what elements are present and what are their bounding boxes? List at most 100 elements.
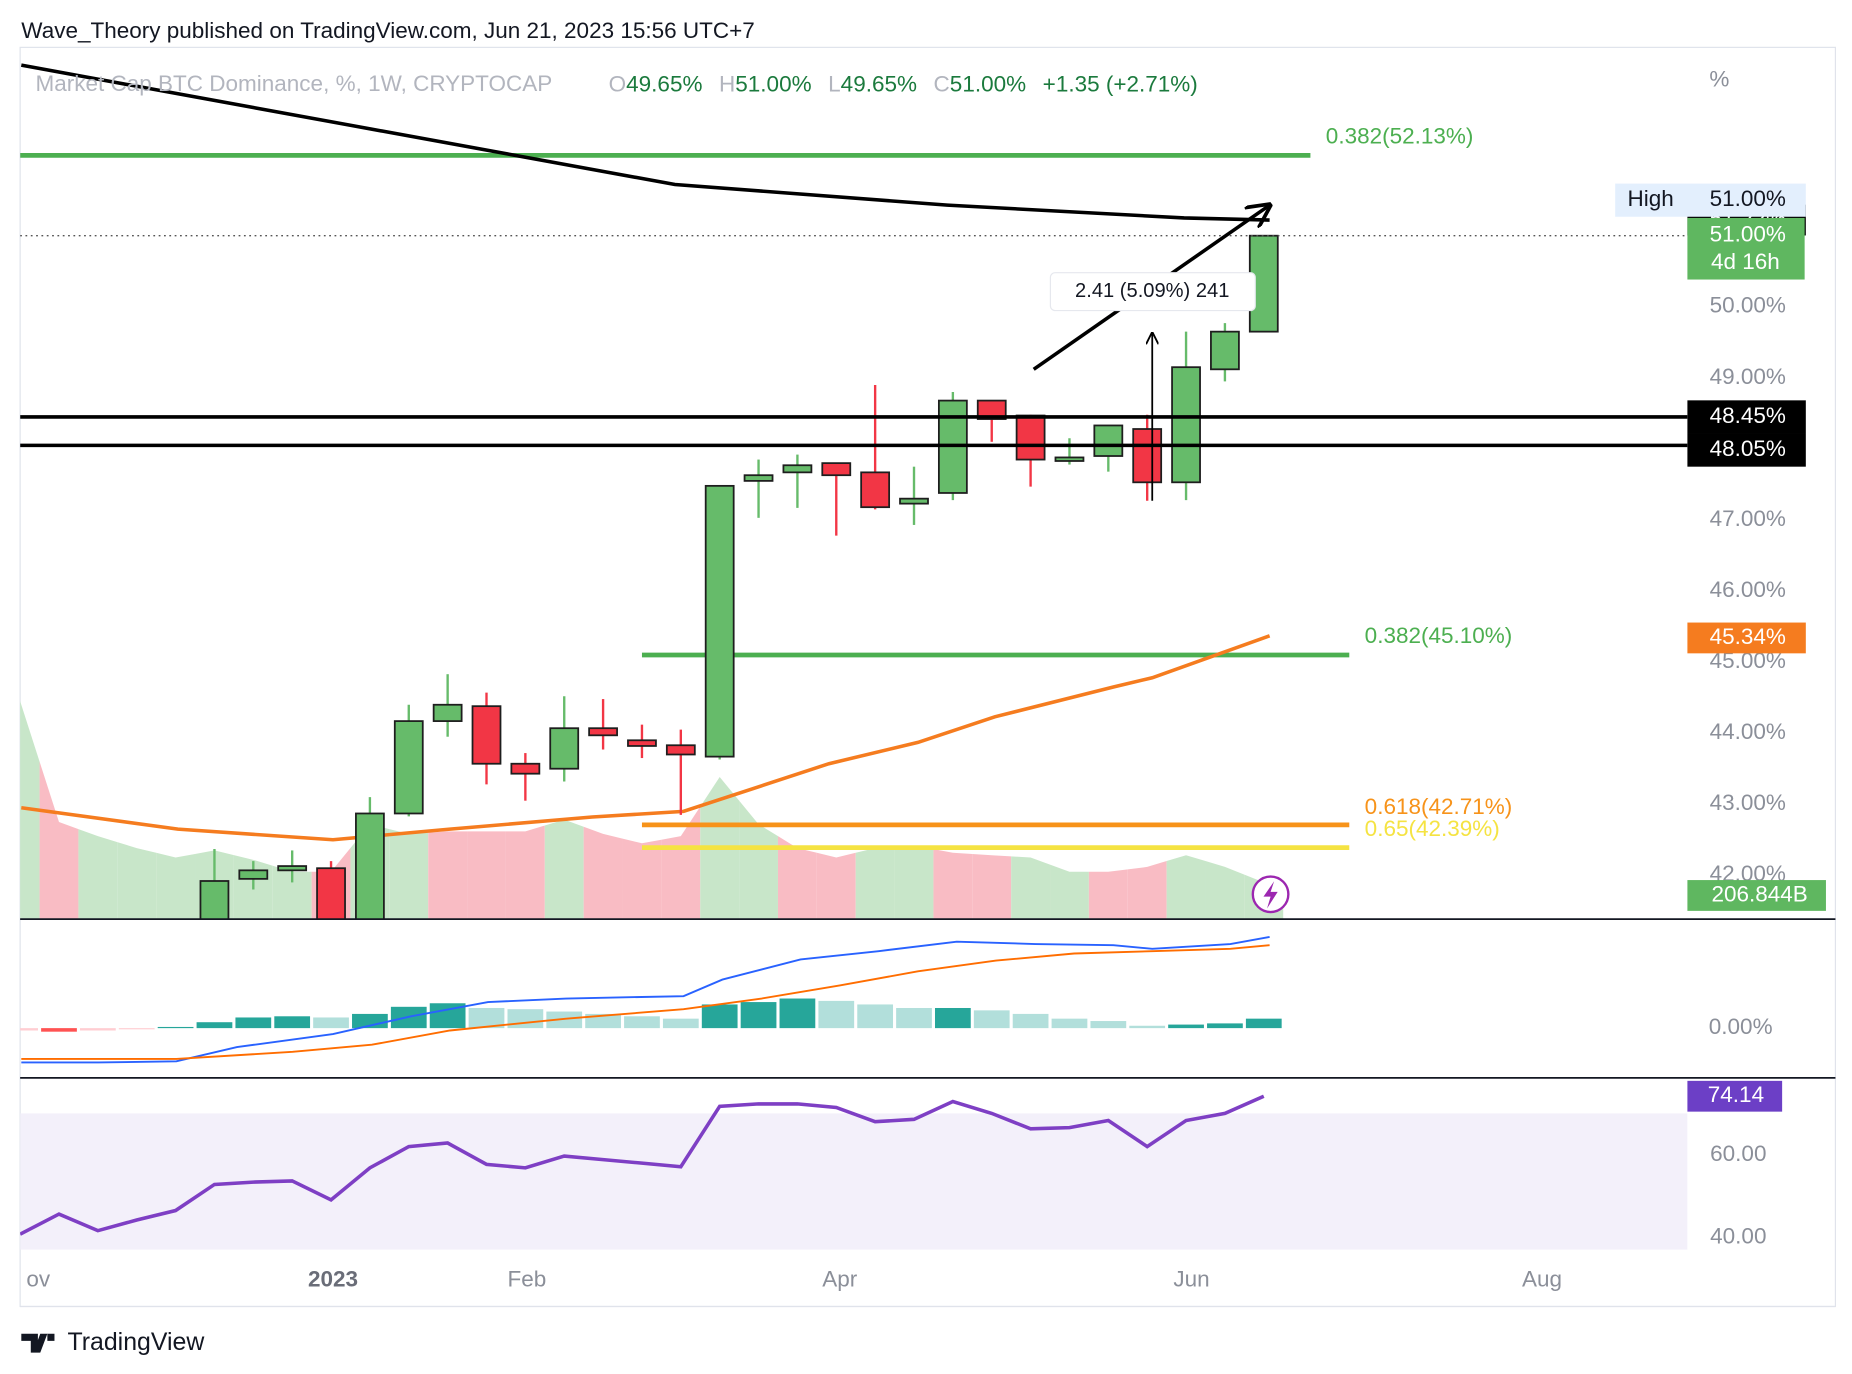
macd-bar (701, 1004, 738, 1029)
volume-area (389, 829, 429, 920)
high-title: High (1628, 186, 1674, 211)
fib-label: 0.618(42.71%) (1365, 794, 1513, 819)
volume-area (739, 800, 778, 920)
volume-area (505, 825, 545, 920)
volume-area (622, 838, 662, 920)
candle-body (665, 744, 696, 756)
candle-body (860, 471, 891, 509)
legend-values: O49.65% H51.00% L49.65% C51.00% +1.35 (+2.71… (609, 71, 1198, 96)
volume-area (1127, 861, 1167, 920)
macd-bar (79, 1028, 116, 1031)
overlay: 50.00%49.00%47.00%46.00%45.00%44.00%43.0… (1049, 124, 1826, 1249)
legend-key: O (609, 71, 627, 96)
candle-body (549, 727, 580, 770)
rsi-pane (20, 1094, 1688, 1250)
price-label: 45.34% (1710, 624, 1786, 649)
x-tick-label: ov (26, 1266, 51, 1291)
macd-bar (41, 1028, 77, 1032)
macd-line (21, 935, 1270, 1064)
measure-label: 2.41 (5.09%) 241 (1075, 280, 1229, 302)
last-price-bg (1687, 217, 1805, 280)
legend-key: C (934, 71, 950, 96)
volume-area (816, 852, 856, 920)
volume-area (117, 842, 157, 920)
candle-body (238, 869, 269, 880)
price-label-bg (1687, 622, 1806, 654)
macd-bar (196, 1022, 233, 1029)
volume-area (428, 831, 468, 920)
moving-average (20, 63, 1270, 222)
volume-area (894, 845, 934, 920)
candle-body (976, 399, 1007, 420)
macd-bar (118, 1028, 155, 1030)
candle-body (510, 762, 541, 775)
macd-bar (157, 1026, 194, 1029)
volume-area (544, 819, 584, 920)
volume-label-bg (1687, 880, 1826, 911)
volume-area (1050, 864, 1089, 920)
volume-area (39, 761, 79, 920)
header-title: Wave_Theory published on TradingView.com… (21, 18, 754, 43)
volume-area (467, 831, 506, 920)
candle-body (899, 497, 929, 505)
moving-average (21, 634, 1271, 842)
macd-bar (313, 1017, 349, 1029)
volume-area (78, 829, 118, 920)
macd-bar (1207, 1023, 1243, 1029)
macd-bar (1245, 1018, 1282, 1029)
last-price-label: 51.00% (1710, 222, 1786, 247)
rsi-band (20, 1113, 1688, 1250)
macd-tick-label: 0.00% (1709, 1014, 1773, 1039)
candle-body (1210, 330, 1240, 371)
candle-body (1015, 414, 1046, 461)
candle-body (821, 462, 852, 477)
macd-line (21, 944, 1270, 1060)
macd-bar (20, 1028, 39, 1031)
macd-bar (896, 1007, 932, 1029)
macd-bar (857, 1004, 894, 1029)
x-tick-label: 2023 (308, 1266, 358, 1291)
rsi-label: 74.14 (1708, 1082, 1764, 1107)
fib-label: 0.65(42.39%) (1365, 816, 1500, 841)
price-label-bg (1687, 400, 1806, 434)
unit-label: % (1709, 66, 1729, 91)
candle-body (1054, 456, 1085, 462)
volume-area (855, 846, 895, 920)
macd-bar (274, 1016, 311, 1029)
macd-bar (546, 1011, 583, 1029)
y-tick-label: 49.00% (1710, 364, 1786, 389)
y-tick-label: 50.00% (1710, 293, 1786, 318)
legend-value: 49.65% (626, 71, 702, 96)
legend-key: L (828, 71, 841, 96)
candle-body (627, 739, 657, 747)
volume-area (1166, 855, 1206, 920)
x-tick-label: Jun (1173, 1266, 1209, 1291)
macd-bar (585, 1013, 621, 1029)
legend-symbol: Market Cap BTC Dominance, %, 1W, CRYPTOC… (36, 71, 553, 96)
macd-bar (662, 1018, 699, 1029)
macd-bar (934, 1007, 971, 1029)
price-pane (20, 63, 1688, 920)
volume-area (933, 849, 973, 920)
macd-bar (973, 1010, 1010, 1029)
measure-box (1049, 272, 1256, 312)
rsi-tick-label: 40.00 (1710, 1224, 1766, 1249)
macd-bar (779, 998, 816, 1029)
macd-bar (235, 1017, 272, 1029)
fib-label: 0.382(45.10%) (1365, 623, 1513, 648)
volume-area (1011, 856, 1051, 920)
y-tick-label: 43.00% (1710, 790, 1786, 815)
macd-pane (20, 935, 1282, 1064)
rsi-tick-label: 60.00 (1710, 1141, 1766, 1166)
macd-bar (624, 1016, 660, 1029)
countdown-label: 4d 16h (1711, 249, 1780, 274)
volume-label: 206.844B (1711, 881, 1807, 906)
candle-body (199, 880, 230, 920)
volume-area (583, 826, 623, 920)
candle-body (704, 484, 735, 758)
macd-bar (1012, 1013, 1049, 1029)
candle-body (432, 703, 463, 722)
x-tick-label: Feb (508, 1266, 547, 1291)
